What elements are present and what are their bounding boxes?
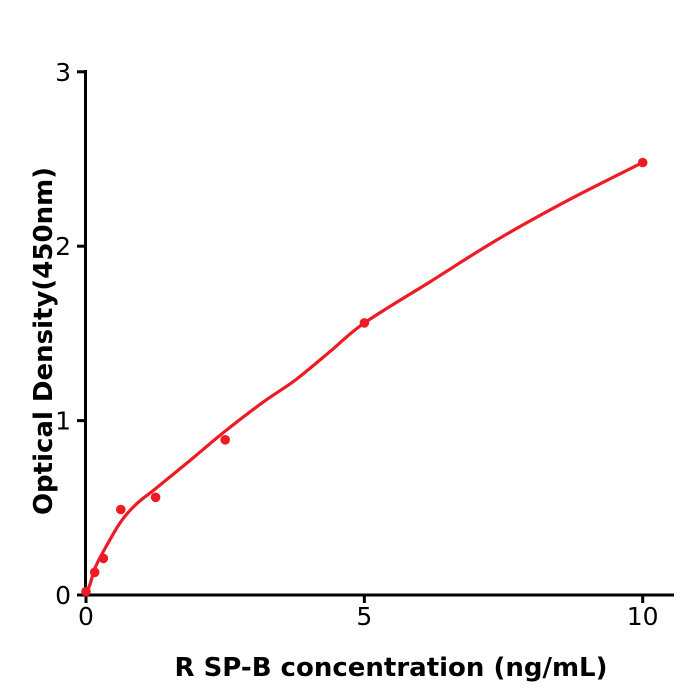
x-tick-label: 0 <box>78 602 94 631</box>
y-axis-title: Optical Density(450nm) <box>29 166 59 516</box>
x-tick-label: 5 <box>356 602 372 631</box>
data-point <box>359 318 370 328</box>
y-tick-label: 2 <box>55 232 71 261</box>
data-point <box>98 553 109 564</box>
x-tick-label: 10 <box>627 602 659 631</box>
data-point <box>81 586 91 597</box>
data-point <box>89 567 100 578</box>
data-point <box>637 157 648 168</box>
y-tick-label: 1 <box>55 407 71 436</box>
y-tick-label: 3 <box>55 58 71 87</box>
x-axis-title: R SP-B concentration (ng/mL) <box>174 653 608 683</box>
data-point <box>220 435 230 445</box>
data-point <box>150 492 161 503</box>
y-tick-label: 0 <box>55 581 71 610</box>
data-point <box>116 504 126 515</box>
fit-curve <box>84 160 645 597</box>
